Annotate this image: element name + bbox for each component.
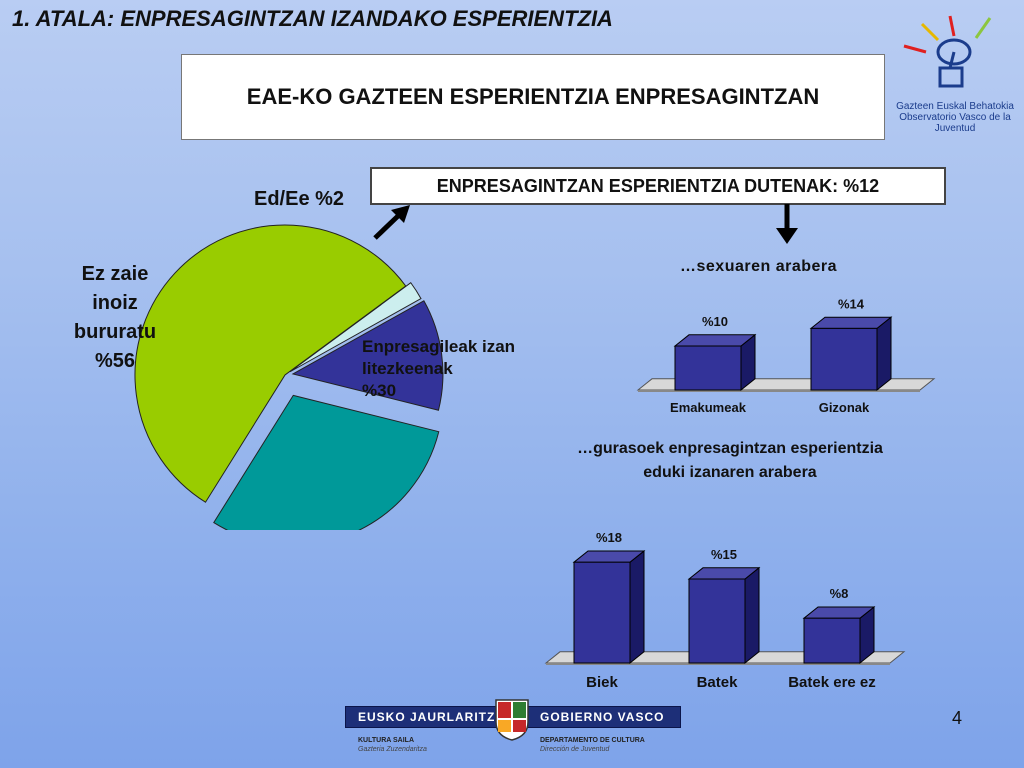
- bar-category-label: Biek: [586, 674, 618, 690]
- bar: [803, 617, 861, 664]
- bar-chart-1-title: …sexuaren arabera: [680, 258, 838, 275]
- bar-value-label: %8: [830, 586, 849, 601]
- bar-chart-parents: %18 Biek %15 Batek %8 Batek ere ez: [544, 530, 906, 690]
- pie-label-potential: Enpresagileak izan litezkeenak %30: [362, 337, 516, 400]
- bar-value-label: %15: [711, 547, 737, 562]
- pie-slice: [213, 394, 440, 530]
- pie-slice: [291, 300, 444, 411]
- arrow-up-right-icon: [373, 205, 410, 240]
- bar-top: [809, 316, 893, 329]
- bar-category-label: Emakumeak: [670, 400, 747, 415]
- logo-line-1: Gazteen Euskal Behatokia: [896, 101, 1014, 112]
- bar: [688, 578, 746, 664]
- footer-left-name: EUSKO JAURLARITZA: [358, 710, 506, 724]
- bar: [674, 345, 742, 391]
- pie-slice: [134, 224, 407, 503]
- pie-slice: [289, 282, 422, 373]
- bar-chart-sex: %10 Emakumeak %14 Gizonak: [636, 296, 936, 415]
- bar-category-label: Batek: [697, 674, 739, 690]
- bar-category-label: Gizonak: [819, 400, 870, 415]
- bar: [810, 327, 878, 391]
- footer-left-dept: KULTURA SAILA Gazteria Zuzendaritza: [358, 737, 427, 753]
- pie-chart: [134, 205, 444, 530]
- chart-floor-edge: [638, 390, 920, 392]
- bar-side: [876, 316, 892, 392]
- coat-of-arms-icon: [495, 699, 529, 741]
- observatory-logo: Gazteen Euskal Behatokia Observatorio Va…: [892, 6, 1018, 134]
- bar-top: [673, 334, 757, 347]
- main-title: EAE-KO GAZTEEN ESPERIENTZIA ENPRESAGINTZ…: [181, 54, 885, 140]
- chart-floor-edge: [546, 663, 890, 665]
- bar: [573, 561, 631, 664]
- bar-side: [744, 566, 760, 665]
- section-title: 1. ATALA: ENPRESAGINTZAN IZANDAKO ESPERI…: [12, 6, 613, 31]
- bar-category-label: Batek ere ez: [788, 674, 876, 690]
- experience-callout: ENPRESAGINTZAN ESPERIENTZIA DUTENAK: %12: [370, 167, 946, 205]
- footer-right-dept: DEPARTAMENTO DE CULTURA Dirección de Juv…: [540, 737, 645, 753]
- bar-value-label: %18: [596, 530, 622, 545]
- logo-line-2: Observatorio Vasco de la Juventud: [899, 112, 1011, 134]
- bar-value-label: %10: [702, 314, 728, 329]
- pie-label-dkna: Ed/Ee %2: [254, 188, 345, 210]
- footer-right-name: GOBIERNO VASCO: [540, 710, 665, 724]
- bar-chart-2-title: …gurasoek enpresagintzan esperientzia ed…: [577, 440, 883, 481]
- pie-label-noidea: Ez zaie inoiz bururatu %56: [73, 263, 157, 372]
- bar-side: [629, 549, 645, 665]
- page-number: 4: [952, 708, 963, 728]
- arrow-down-icon: [776, 204, 798, 244]
- satellite-dish-icon: [903, 15, 992, 88]
- bar-value-label: %14: [838, 296, 865, 311]
